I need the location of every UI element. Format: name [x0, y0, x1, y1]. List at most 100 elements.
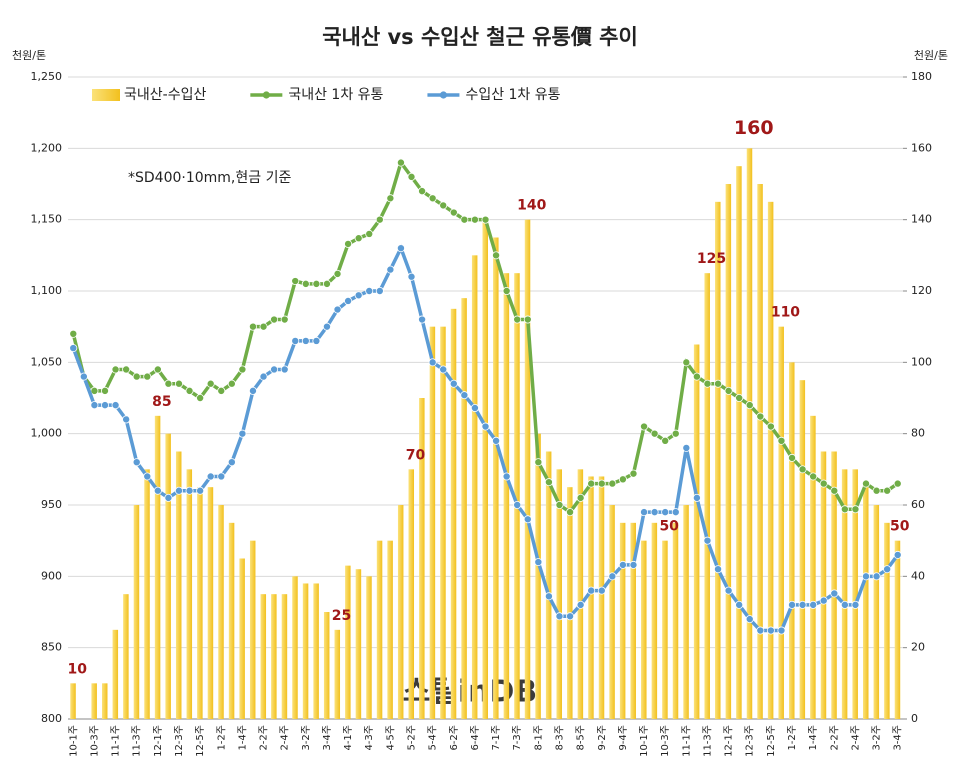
bar	[799, 380, 806, 719]
marker	[766, 422, 775, 431]
x-tick-label: 8-5주	[576, 725, 587, 751]
bar	[852, 469, 858, 719]
marker	[153, 365, 162, 374]
marker	[185, 386, 194, 395]
marker	[640, 508, 649, 517]
marker	[100, 386, 109, 395]
x-tick-label: 12-3주	[745, 725, 756, 757]
marker	[354, 291, 363, 300]
marker	[375, 215, 384, 224]
bar	[397, 505, 404, 719]
value-label: 125	[697, 251, 726, 267]
marker	[756, 626, 765, 635]
x-tick-label: 2-4주	[280, 725, 291, 751]
bar	[175, 451, 182, 719]
marker	[735, 393, 744, 402]
marker	[132, 458, 141, 467]
marker	[724, 586, 733, 595]
marker	[809, 472, 818, 481]
marker	[122, 365, 131, 374]
marker	[788, 453, 797, 462]
bar	[197, 487, 203, 719]
x-tick-label: 3-4주	[322, 725, 333, 751]
marker	[618, 475, 627, 484]
marker	[439, 365, 448, 374]
x-tick-label: 12-1주	[153, 725, 164, 757]
y-tick-label: 1,200	[31, 141, 63, 154]
value-label: 110	[771, 305, 800, 321]
marker	[153, 486, 162, 495]
marker	[587, 586, 596, 595]
bar	[588, 476, 594, 719]
marker	[661, 436, 670, 445]
x-tick-label: 9-2주	[597, 725, 608, 751]
marker	[830, 486, 839, 495]
value-label: 10	[68, 661, 88, 677]
bar	[419, 398, 425, 719]
marker	[79, 372, 88, 381]
x-tick-label: 10-3주	[660, 725, 671, 757]
marker	[217, 386, 226, 395]
marker	[745, 401, 754, 410]
y2-axis-label: 천원/톤	[914, 48, 948, 62]
x-tick-label: 12-1주	[724, 725, 735, 757]
bar	[894, 540, 901, 719]
marker	[513, 500, 522, 509]
marker	[534, 558, 543, 567]
marker	[396, 158, 405, 167]
x-tick-label: 4-3주	[364, 725, 375, 751]
y2-tick-label: 180	[911, 70, 932, 83]
marker	[502, 286, 511, 295]
bar	[651, 522, 658, 719]
marker	[460, 391, 469, 400]
marker	[840, 600, 849, 609]
x-tick-label: 1-4주	[237, 725, 248, 751]
marker	[259, 372, 268, 381]
bar	[271, 594, 277, 719]
x-tick-label: 2-4주	[850, 725, 861, 751]
x-tick-label: 5-4주	[428, 725, 439, 751]
bar	[355, 569, 362, 719]
bar	[820, 451, 827, 719]
marker	[555, 500, 564, 509]
marker	[132, 372, 141, 381]
bar	[545, 451, 552, 719]
bar	[725, 184, 732, 719]
marker	[291, 336, 300, 345]
marker	[576, 600, 585, 609]
marker	[872, 572, 881, 581]
marker	[206, 472, 215, 481]
bar	[440, 326, 446, 719]
marker	[333, 269, 342, 278]
y-tick-label: 1,100	[31, 284, 63, 297]
bar	[91, 683, 97, 719]
bar	[450, 308, 457, 719]
marker	[555, 612, 564, 621]
legend-label: 국내산 1차 유통	[288, 87, 383, 103]
bar	[524, 219, 531, 719]
bar	[873, 505, 880, 719]
marker	[354, 234, 363, 243]
bar	[345, 565, 351, 719]
bar	[186, 469, 193, 719]
y-tick-label: 1,000	[31, 427, 63, 440]
y2-tick-label: 0	[911, 712, 918, 725]
bar	[514, 273, 520, 719]
bar	[810, 415, 816, 719]
value-label: 25	[332, 608, 351, 624]
bar	[757, 184, 763, 719]
marker	[90, 401, 99, 410]
bar	[672, 522, 679, 719]
marker	[312, 336, 321, 345]
x-tick-label: 11-1주	[111, 725, 122, 757]
marker	[544, 478, 553, 487]
value-label: 160	[734, 117, 774, 139]
marker	[650, 429, 659, 438]
x-tick-label: 7-3주	[512, 725, 523, 751]
marker	[671, 429, 680, 438]
y2-tick-label: 80	[911, 427, 925, 440]
bar	[408, 469, 415, 719]
bar	[239, 558, 245, 719]
x-tick-label: 10-3주	[89, 725, 100, 757]
